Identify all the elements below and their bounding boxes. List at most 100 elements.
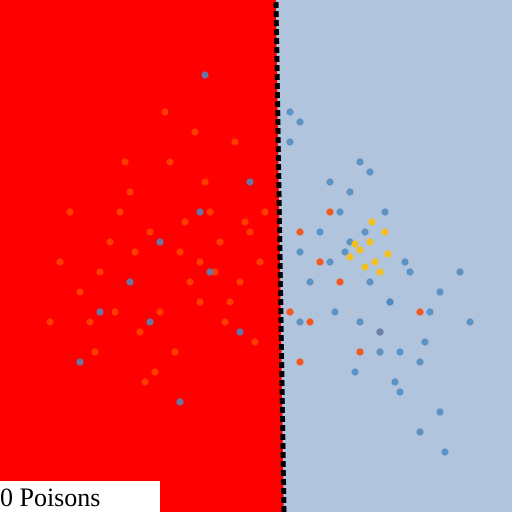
- point: [251, 338, 259, 346]
- point: [91, 348, 99, 356]
- point: [111, 308, 119, 316]
- point: [286, 108, 294, 116]
- point: [396, 388, 404, 396]
- point: [366, 168, 374, 176]
- point: [76, 288, 84, 296]
- point: [76, 358, 84, 366]
- point: [441, 448, 449, 456]
- point: [236, 278, 244, 286]
- point: [196, 258, 204, 266]
- point: [316, 258, 324, 266]
- point: [296, 118, 304, 126]
- point: [336, 208, 344, 216]
- region-left: [0, 0, 284, 512]
- point: [161, 108, 169, 116]
- point: [116, 208, 124, 216]
- annotation-box: [0, 481, 160, 512]
- point: [201, 178, 209, 186]
- point: [326, 258, 334, 266]
- point: [201, 71, 209, 79]
- point: [341, 248, 349, 256]
- point: [436, 408, 444, 416]
- point: [456, 268, 464, 276]
- point: [211, 268, 219, 276]
- point: [361, 228, 369, 236]
- point: [86, 318, 94, 326]
- point: [66, 208, 74, 216]
- point: [196, 208, 204, 216]
- point: [236, 328, 244, 336]
- point: [306, 318, 314, 326]
- point: [356, 348, 364, 356]
- point: [416, 428, 424, 436]
- boundary-layer: [273, 0, 287, 512]
- point: [331, 308, 339, 316]
- point: [326, 208, 334, 216]
- point: [376, 348, 384, 356]
- point: [466, 318, 474, 326]
- point: [131, 248, 139, 256]
- point: [156, 238, 164, 246]
- point: [166, 158, 174, 166]
- point: [356, 158, 364, 166]
- point: [371, 258, 379, 266]
- point: [376, 268, 384, 276]
- point: [146, 228, 154, 236]
- point: [106, 238, 114, 246]
- point: [366, 278, 374, 286]
- point: [401, 258, 409, 266]
- point: [181, 218, 189, 226]
- annotation: 0 Poisons: [0, 483, 100, 512]
- point: [296, 358, 304, 366]
- point: [126, 188, 134, 196]
- point: [384, 250, 392, 258]
- point: [241, 218, 249, 226]
- point: [96, 268, 104, 276]
- point: [156, 308, 164, 316]
- point: [386, 298, 394, 306]
- point: [296, 318, 304, 326]
- point: [381, 228, 389, 236]
- point: [381, 208, 389, 216]
- point: [416, 308, 424, 316]
- point: [286, 308, 294, 316]
- point: [246, 178, 254, 186]
- point: [226, 298, 234, 306]
- point: [356, 318, 364, 326]
- point: [351, 368, 359, 376]
- point: [396, 348, 404, 356]
- point: [361, 263, 369, 271]
- point: [196, 298, 204, 306]
- point: [426, 308, 434, 316]
- point: [421, 338, 429, 346]
- point: [176, 398, 184, 406]
- point: [206, 268, 214, 276]
- point: [206, 208, 214, 216]
- points: [46, 71, 474, 456]
- decision-boundary: [273, 0, 287, 512]
- point: [261, 208, 269, 216]
- region-right: [276, 0, 512, 512]
- point: [306, 278, 314, 286]
- point: [46, 318, 54, 326]
- point: [56, 258, 64, 266]
- point: [351, 240, 359, 248]
- point: [256, 258, 264, 266]
- point: [151, 368, 159, 376]
- point: [296, 228, 304, 236]
- point: [296, 248, 304, 256]
- point: [246, 228, 254, 236]
- point: [126, 278, 134, 286]
- point: [176, 248, 184, 256]
- point: [146, 318, 154, 326]
- point: [436, 288, 444, 296]
- point: [96, 308, 104, 316]
- point: [366, 238, 374, 246]
- point: [406, 268, 414, 276]
- point: [191, 128, 199, 136]
- point: [186, 278, 194, 286]
- point: [316, 228, 324, 236]
- point: [136, 328, 144, 336]
